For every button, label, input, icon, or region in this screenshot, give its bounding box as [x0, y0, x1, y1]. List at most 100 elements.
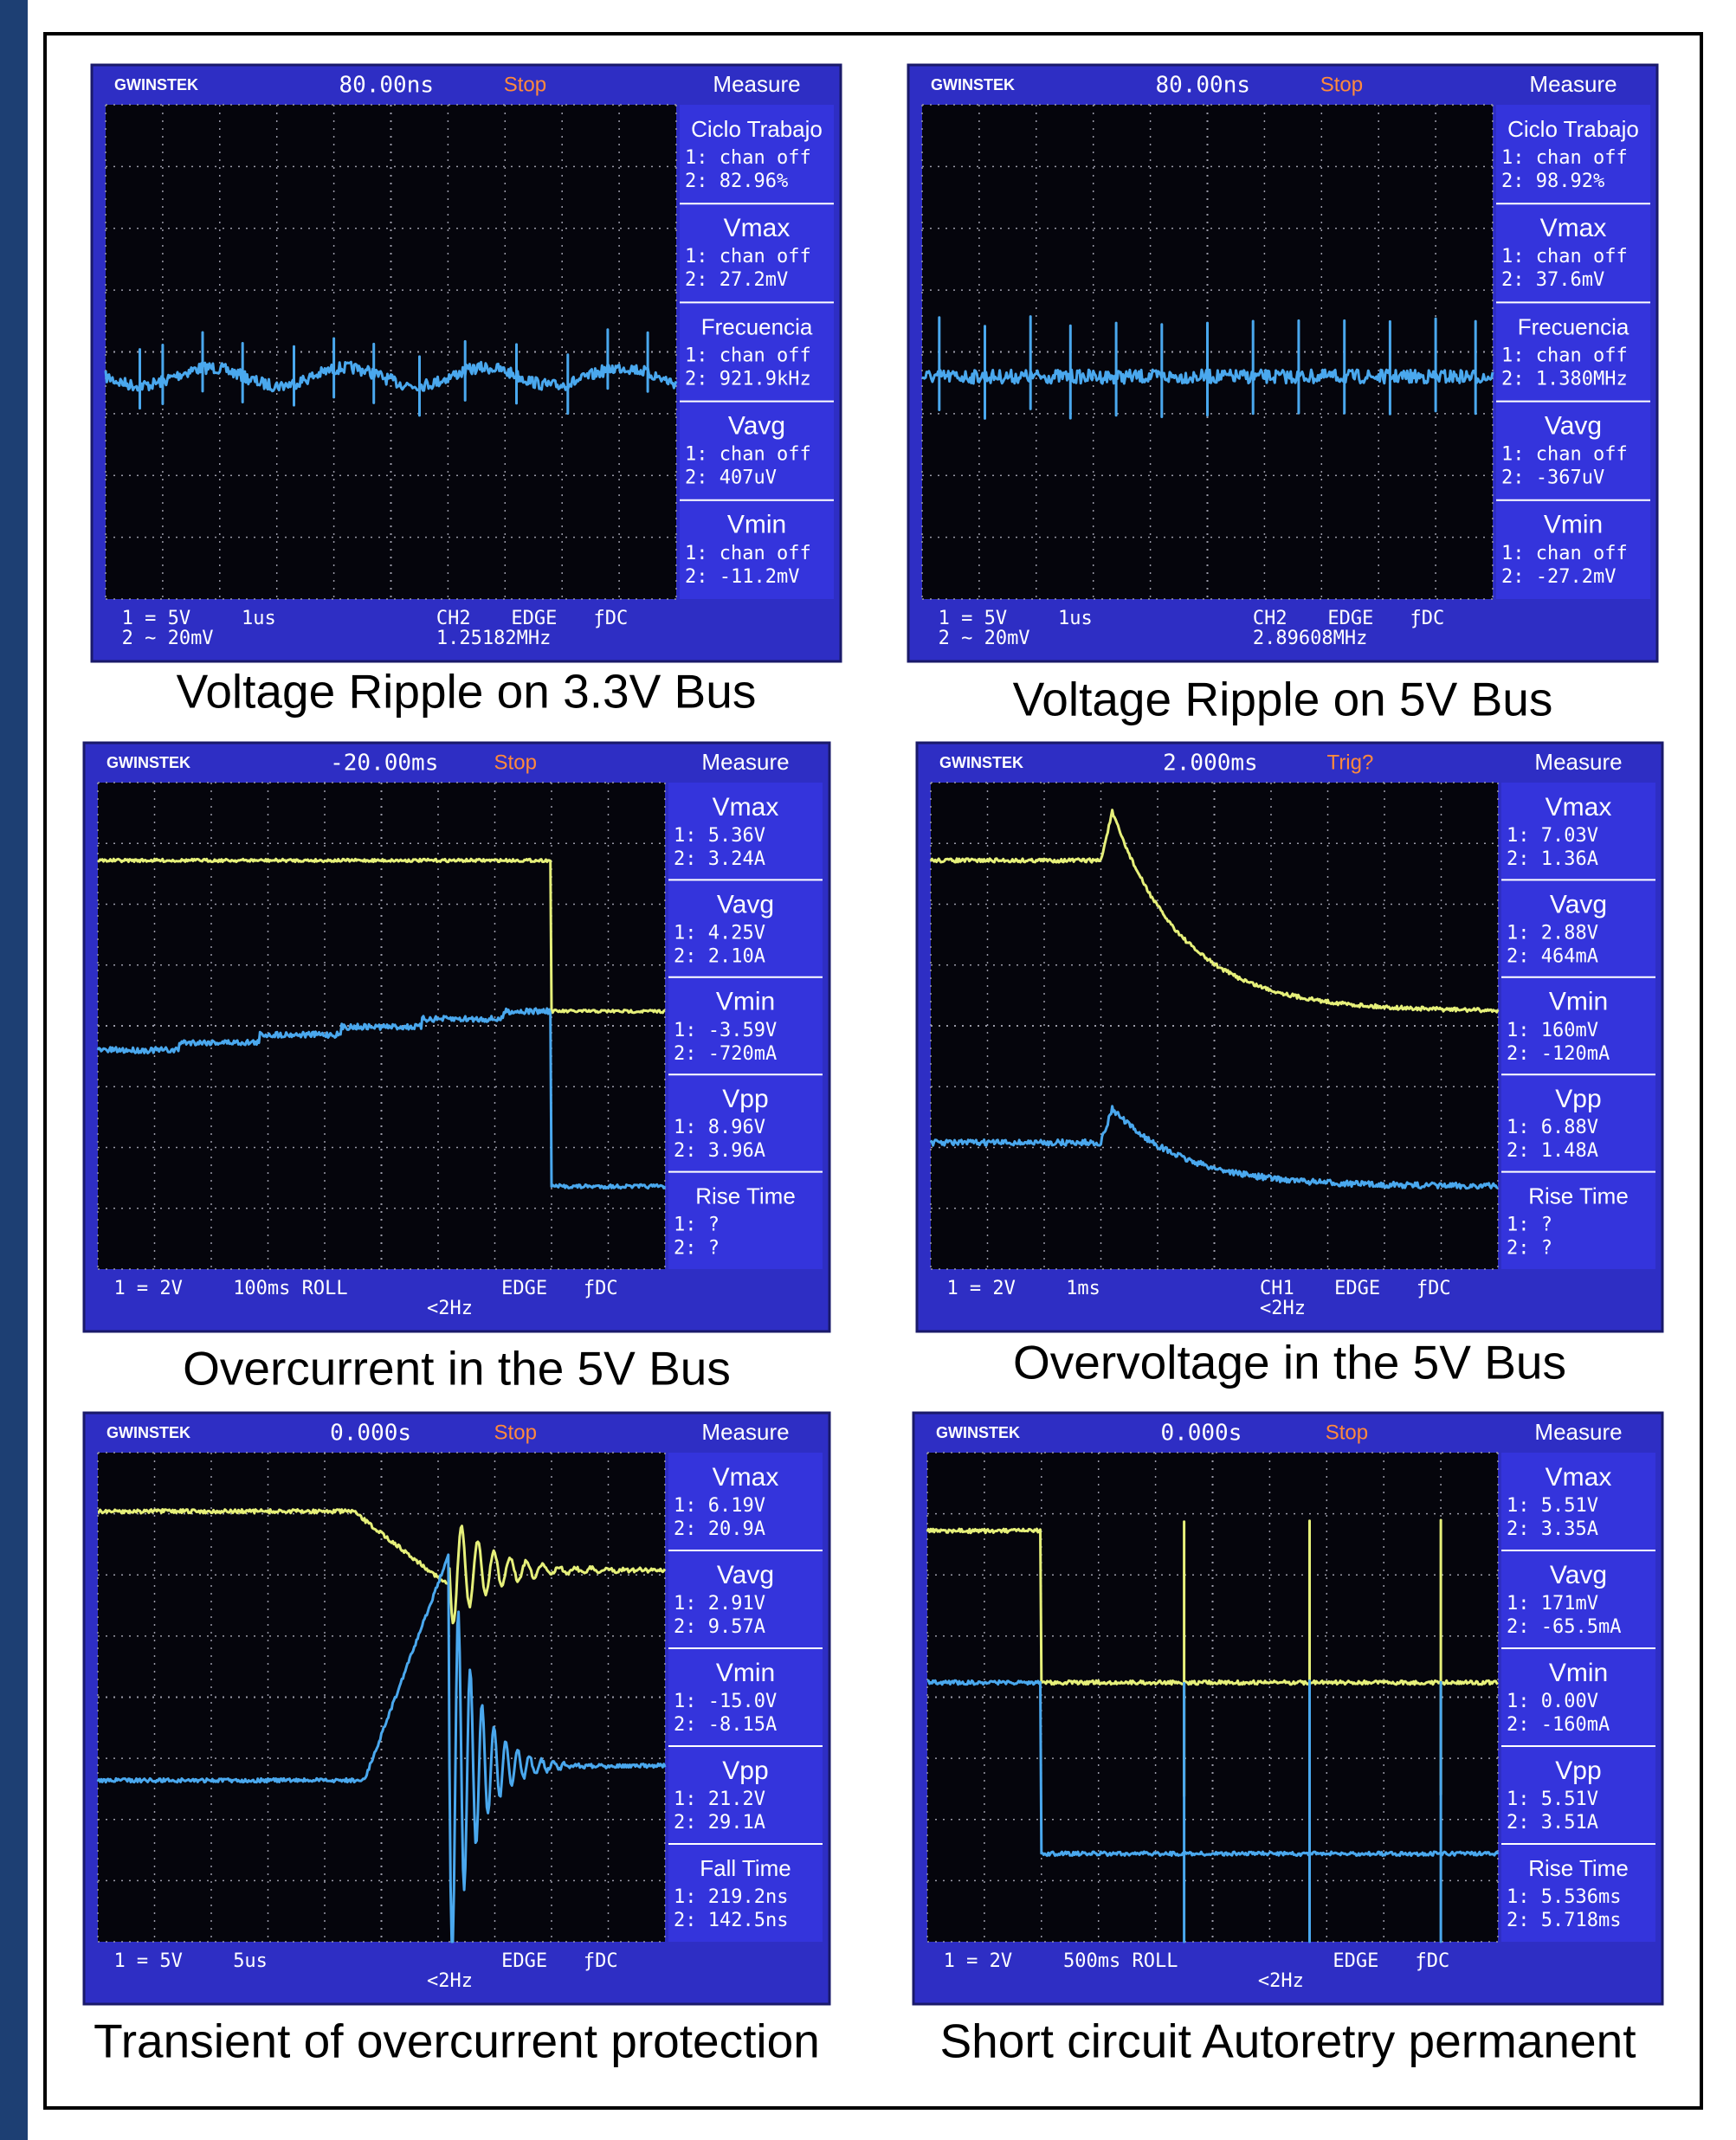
- measure-name: Rise Time: [1528, 1855, 1629, 1881]
- measure-value: 1: 160mV: [1507, 1020, 1598, 1041]
- measure-name: Vmax: [1546, 1463, 1612, 1492]
- footer-ch1: 1 = 5V: [939, 608, 1007, 629]
- measure-value: 2: -11.2mV: [685, 566, 799, 588]
- measure-value: 2: -65.5mA: [1507, 1616, 1621, 1638]
- measure-value: 2: -367uV: [1501, 467, 1604, 489]
- measure-name: Vpp: [722, 1085, 768, 1113]
- measure-value: 1: 171mV: [1507, 1593, 1598, 1615]
- footer-ch1: 1 = 5V: [113, 1950, 182, 1972]
- footer-coupling: ƒDC: [594, 608, 629, 629]
- measure-value: 2: 9.57A: [674, 1616, 765, 1638]
- measure-value: 1: 21.2V: [674, 1789, 765, 1810]
- footer-trigger: EDGE: [1334, 1278, 1380, 1299]
- measure-value: 2: 3.24A: [674, 848, 765, 870]
- brand: GWINSTEK: [106, 1424, 190, 1441]
- measure-title: Measure: [1534, 749, 1622, 775]
- footer-trigger: EDGE: [501, 1278, 547, 1299]
- measure-name: Vavg: [1550, 890, 1607, 919]
- run-status: Stop: [494, 751, 537, 774]
- measure-value: 1: 7.03V: [1507, 825, 1598, 847]
- measure-value: 1: 2.88V: [1507, 922, 1598, 944]
- measure-value: 2: 98.92%: [1501, 171, 1604, 192]
- measure-value: 1: 219.2ns: [674, 1886, 788, 1908]
- footer-time: 1us: [242, 608, 276, 629]
- measure-name: Vpp: [1555, 1756, 1601, 1785]
- measure-value: 1: ?: [1507, 1215, 1552, 1236]
- footer-trigger: EDGE: [501, 1950, 547, 1972]
- measure-value: 2: 29.1A: [674, 1812, 765, 1834]
- measure-value: 1: chan off: [685, 246, 811, 268]
- footer-freq: <2Hz: [1260, 1298, 1306, 1319]
- measure-value: 1: chan off: [1501, 444, 1628, 466]
- side-bar: [0, 0, 28, 2140]
- measure-name: Vmax: [713, 793, 779, 822]
- footer-ch1: 1 = 2V: [946, 1278, 1015, 1299]
- measure-value: 2: 2.10A: [674, 945, 765, 967]
- measure-name: Vavg: [717, 890, 774, 919]
- measure-name: Rise Time: [695, 1183, 796, 1209]
- measure-value: 2: -8.15A: [674, 1714, 777, 1736]
- measure-name: Vavg: [1545, 412, 1602, 441]
- footer-time: 1us: [1058, 608, 1093, 629]
- measure-value: 2: ?: [674, 1238, 720, 1260]
- measure-name: Vmin: [716, 988, 775, 1016]
- measure-value: 2: 1.380MHz: [1501, 368, 1628, 390]
- measure-title: Measure: [701, 1419, 789, 1445]
- measure-name: Frecuencia: [701, 313, 813, 339]
- measure-value: 2: 37.6mV: [1501, 269, 1604, 291]
- measure-name: Vmax: [1540, 214, 1607, 242]
- brand: GWINSTEK: [106, 754, 190, 771]
- footer-coupling: ƒDC: [1410, 608, 1445, 629]
- timebase: 0.000s: [330, 1421, 411, 1447]
- measure-value: 1: 8.96V: [674, 1117, 765, 1138]
- measure-value: 2: 27.2mV: [685, 269, 788, 291]
- brand: GWINSTEK: [936, 1424, 1020, 1441]
- measure-value: 1: 5.536ms: [1507, 1886, 1621, 1908]
- measure-value: 2: 82.96%: [685, 171, 788, 192]
- brand: GWINSTEK: [114, 76, 198, 93]
- footer-ch1: 1 = 2V: [944, 1950, 1012, 1972]
- footer-coupling: ƒDC: [1416, 1950, 1450, 1972]
- run-status: Stop: [1320, 73, 1363, 96]
- measure-value: 1: 6.19V: [674, 1495, 765, 1517]
- measure-name: Vpp: [722, 1756, 768, 1785]
- scope-panel: GWINSTEK0.000sStopMeasureVmax1: 5.51V2: …: [913, 1413, 1662, 2004]
- measure-name: Vavg: [1550, 1561, 1607, 1589]
- measure-value: 1: 6.88V: [1507, 1117, 1598, 1138]
- figure: GWINSTEK 80.00ns Stop Measure Ciclo Trabajo 1…: [0, 0, 1736, 2140]
- measure-value: 1: chan off: [685, 543, 811, 564]
- measure-value: 2: 407uV: [685, 467, 777, 489]
- footer-time: 1ms: [1066, 1278, 1100, 1299]
- footer-source: CH1: [1260, 1278, 1294, 1299]
- measure-name: Ciclo Trabajo: [1507, 116, 1639, 142]
- measure-value: 1: 5.36V: [674, 825, 765, 847]
- measure-value: 1: chan off: [1501, 345, 1628, 366]
- measure-value: 2: 3.35A: [1507, 1518, 1598, 1540]
- footer-freq: <2Hz: [427, 1970, 473, 1992]
- measure-value: 2: 921.9kHz: [685, 368, 811, 390]
- measure-value: 2: 20.9A: [674, 1518, 765, 1540]
- scope-panel: GWINSTEK-20.00msStopMeasureVmax1: 5.36V2…: [84, 743, 829, 1331]
- measure-value: 2: 464mA: [1507, 945, 1598, 967]
- measure-name: Rise Time: [1528, 1183, 1629, 1209]
- measure-value: 2: 142.5ns: [674, 1910, 788, 1931]
- footer-ch1: 1 = 5V: [122, 608, 190, 629]
- measure-name: Vmin: [727, 511, 786, 539]
- measure-title: Measure: [1529, 71, 1617, 97]
- measure-title: Measure: [713, 71, 800, 97]
- measure-value: 1: -15.0V: [674, 1691, 777, 1712]
- footer-coupling: ƒDC: [584, 1278, 618, 1299]
- timebase: -20.00ms: [330, 751, 438, 777]
- measure-name: Vmin: [1544, 511, 1603, 539]
- measure-value: 2: 1.48A: [1507, 1140, 1598, 1162]
- timebase: 80.00ns: [339, 73, 434, 99]
- measure-value: 2: -720mA: [674, 1043, 777, 1065]
- run-status: Trig?: [1327, 751, 1374, 774]
- measure-value: 1: chan off: [685, 345, 811, 366]
- footer-ch2: 2 ~ 20mV: [939, 628, 1030, 649]
- footer-trigger: EDGE: [511, 608, 557, 629]
- caption: Overvoltage in the 5V Bus: [1013, 1336, 1566, 1389]
- run-status: Stop: [494, 1421, 537, 1444]
